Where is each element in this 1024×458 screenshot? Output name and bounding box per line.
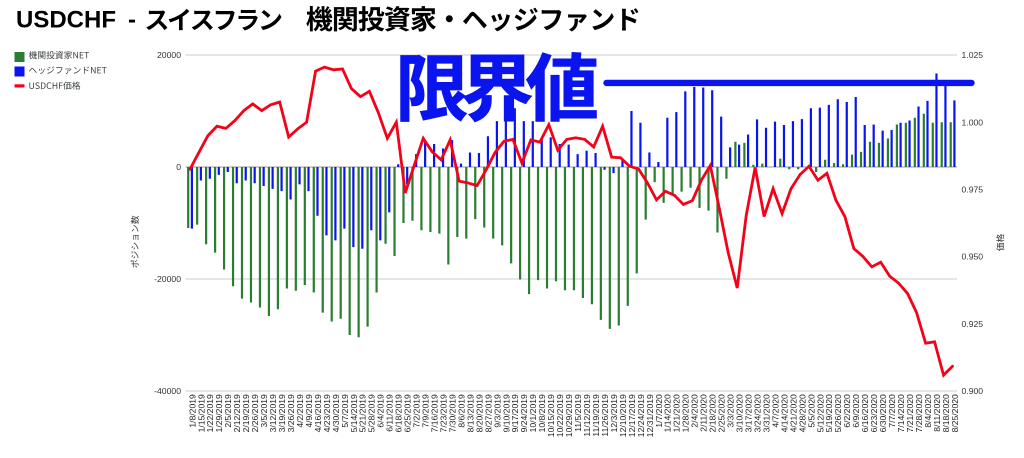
svg-text:4/23/2019: 4/23/2019 <box>322 394 332 432</box>
svg-text:3/5/2019: 3/5/2019 <box>259 394 269 428</box>
svg-text:0.900: 0.900 <box>962 386 984 396</box>
svg-text:11/26/2019: 11/26/2019 <box>600 394 610 437</box>
svg-text:4/28/2020: 4/28/2020 <box>797 394 807 432</box>
svg-text:10/8/2019: 10/8/2019 <box>537 394 547 432</box>
svg-text:5/19/2020: 5/19/2020 <box>824 394 834 432</box>
svg-text:4/16/2019: 4/16/2019 <box>313 394 323 432</box>
svg-text:0: 0 <box>176 162 181 172</box>
svg-text:8/13/2019: 8/13/2019 <box>465 394 475 432</box>
svg-text:-20000: -20000 <box>154 274 181 284</box>
svg-text:2/4/2020: 2/4/2020 <box>690 394 700 428</box>
svg-text:9/10/2019: 9/10/2019 <box>501 394 511 432</box>
svg-text:11/12/2019: 11/12/2019 <box>582 394 592 437</box>
svg-text:2/5/2019: 2/5/2019 <box>223 394 233 428</box>
svg-text:0.925: 0.925 <box>962 319 984 329</box>
svg-text:5/28/2019: 5/28/2019 <box>367 394 377 432</box>
svg-text:USDCHF: USDCHF <box>16 7 116 34</box>
svg-text:9/3/2019: 9/3/2019 <box>492 394 502 428</box>
svg-text:5/14/2019: 5/14/2019 <box>349 394 359 432</box>
svg-text:1/29/2019: 1/29/2019 <box>214 394 224 432</box>
svg-text:6/16/2020: 6/16/2020 <box>860 394 870 432</box>
svg-text:12/31/2019: 12/31/2019 <box>645 394 655 437</box>
svg-text:1/14/2020: 1/14/2020 <box>663 394 673 432</box>
svg-text:6/25/2019: 6/25/2019 <box>403 394 413 432</box>
svg-text:6/23/2020: 6/23/2020 <box>869 394 879 432</box>
svg-text:6/9/2020: 6/9/2020 <box>851 394 861 428</box>
svg-text:0.950: 0.950 <box>962 252 984 262</box>
svg-text:5/21/2019: 5/21/2019 <box>358 394 368 432</box>
svg-text:7/21/2020: 7/21/2020 <box>905 394 915 432</box>
svg-text:3/24/2020: 3/24/2020 <box>752 394 762 432</box>
svg-text:3/10/2020: 3/10/2020 <box>735 394 745 432</box>
svg-text:6/18/2019: 6/18/2019 <box>394 394 404 432</box>
svg-text:8/4/2020: 8/4/2020 <box>923 394 933 428</box>
svg-text:4/14/2020: 4/14/2020 <box>779 394 789 432</box>
svg-text:3/17/2020: 3/17/2020 <box>743 394 753 432</box>
svg-text:1/22/2019: 1/22/2019 <box>205 394 215 432</box>
svg-text:2/26/2019: 2/26/2019 <box>250 394 260 432</box>
svg-text:2/12/2019: 2/12/2019 <box>232 394 242 432</box>
svg-text:-40000: -40000 <box>154 386 181 396</box>
svg-text:1/28/2020: 1/28/2020 <box>681 394 691 432</box>
svg-text:3/12/2019: 3/12/2019 <box>268 394 278 432</box>
svg-text:5/12/2020: 5/12/2020 <box>815 394 825 432</box>
svg-text:8/6/2019: 8/6/2019 <box>456 394 466 428</box>
svg-text:1.025: 1.025 <box>962 50 984 60</box>
svg-text:7/7/2020: 7/7/2020 <box>887 394 897 428</box>
svg-text:8/25/2020: 8/25/2020 <box>950 394 960 432</box>
svg-text:1/7/2020: 1/7/2020 <box>654 394 664 428</box>
svg-text:10/1/2019: 10/1/2019 <box>528 394 538 432</box>
svg-text:7/16/2019: 7/16/2019 <box>430 394 440 432</box>
svg-text:5/5/2020: 5/5/2020 <box>806 394 816 428</box>
svg-text:10/15/2019: 10/15/2019 <box>546 394 556 437</box>
svg-text:9/17/2019: 9/17/2019 <box>510 394 520 432</box>
svg-text:20000: 20000 <box>157 50 181 60</box>
svg-text:4/30/2019: 4/30/2019 <box>331 394 341 432</box>
svg-text:3/3/2020: 3/3/2020 <box>726 394 736 428</box>
svg-text:1/21/2020: 1/21/2020 <box>672 394 682 432</box>
svg-text:0.975: 0.975 <box>962 185 984 195</box>
svg-text:7/9/2019: 7/9/2019 <box>421 394 431 428</box>
svg-text:4/21/2020: 4/21/2020 <box>788 394 798 432</box>
svg-text:10/22/2019: 10/22/2019 <box>555 394 565 437</box>
svg-text:-: - <box>128 7 136 34</box>
svg-text:7/23/2019: 7/23/2019 <box>438 394 448 432</box>
svg-text:8/11/2020: 8/11/2020 <box>932 394 942 432</box>
svg-text:6/11/2019: 6/11/2019 <box>385 394 395 432</box>
svg-text:8/27/2019: 8/27/2019 <box>483 394 493 432</box>
svg-text:7/28/2020: 7/28/2020 <box>914 394 924 432</box>
svg-text:1.000: 1.000 <box>962 117 984 127</box>
svg-text:1/15/2019: 1/15/2019 <box>196 394 206 432</box>
svg-text:6/30/2020: 6/30/2020 <box>878 394 888 432</box>
svg-text:2/11/2020: 2/11/2020 <box>699 394 709 432</box>
svg-text:12/3/2019: 12/3/2019 <box>609 394 619 432</box>
svg-text:2/19/2019: 2/19/2019 <box>241 394 251 432</box>
svg-text:4/7/2020: 4/7/2020 <box>770 394 780 428</box>
svg-text:12/24/2019: 12/24/2019 <box>636 394 646 437</box>
svg-text:11/5/2019: 11/5/2019 <box>573 394 583 432</box>
svg-text:2/18/2020: 2/18/2020 <box>708 394 718 432</box>
svg-text:6/4/2019: 6/4/2019 <box>376 394 386 428</box>
svg-text:4/9/2019: 4/9/2019 <box>304 394 314 428</box>
svg-text:7/2/2019: 7/2/2019 <box>412 394 422 428</box>
svg-text:3/31/2020: 3/31/2020 <box>761 394 771 432</box>
svg-text:5/26/2020: 5/26/2020 <box>833 394 843 432</box>
svg-text:10/29/2019: 10/29/2019 <box>564 394 574 437</box>
svg-text:9/24/2019: 9/24/2019 <box>519 394 529 432</box>
svg-text:7/30/2019: 7/30/2019 <box>447 394 457 432</box>
svg-text:3/19/2019: 3/19/2019 <box>277 394 287 432</box>
svg-text:12/10/2019: 12/10/2019 <box>618 394 628 437</box>
svg-text:8/20/2019: 8/20/2019 <box>474 394 484 432</box>
svg-text:4/2/2019: 4/2/2019 <box>295 394 305 428</box>
svg-text:2/25/2020: 2/25/2020 <box>717 394 727 432</box>
svg-text:5/7/2019: 5/7/2019 <box>340 394 350 428</box>
svg-text:1/8/2019: 1/8/2019 <box>187 394 197 428</box>
svg-text:8/18/2020: 8/18/2020 <box>941 394 951 432</box>
svg-text:6/2/2020: 6/2/2020 <box>842 394 852 428</box>
svg-text:3/26/2019: 3/26/2019 <box>286 394 296 432</box>
svg-text:12/17/2019: 12/17/2019 <box>627 394 637 437</box>
svg-text:7/14/2020: 7/14/2020 <box>896 394 906 432</box>
svg-text:11/19/2019: 11/19/2019 <box>591 394 601 437</box>
